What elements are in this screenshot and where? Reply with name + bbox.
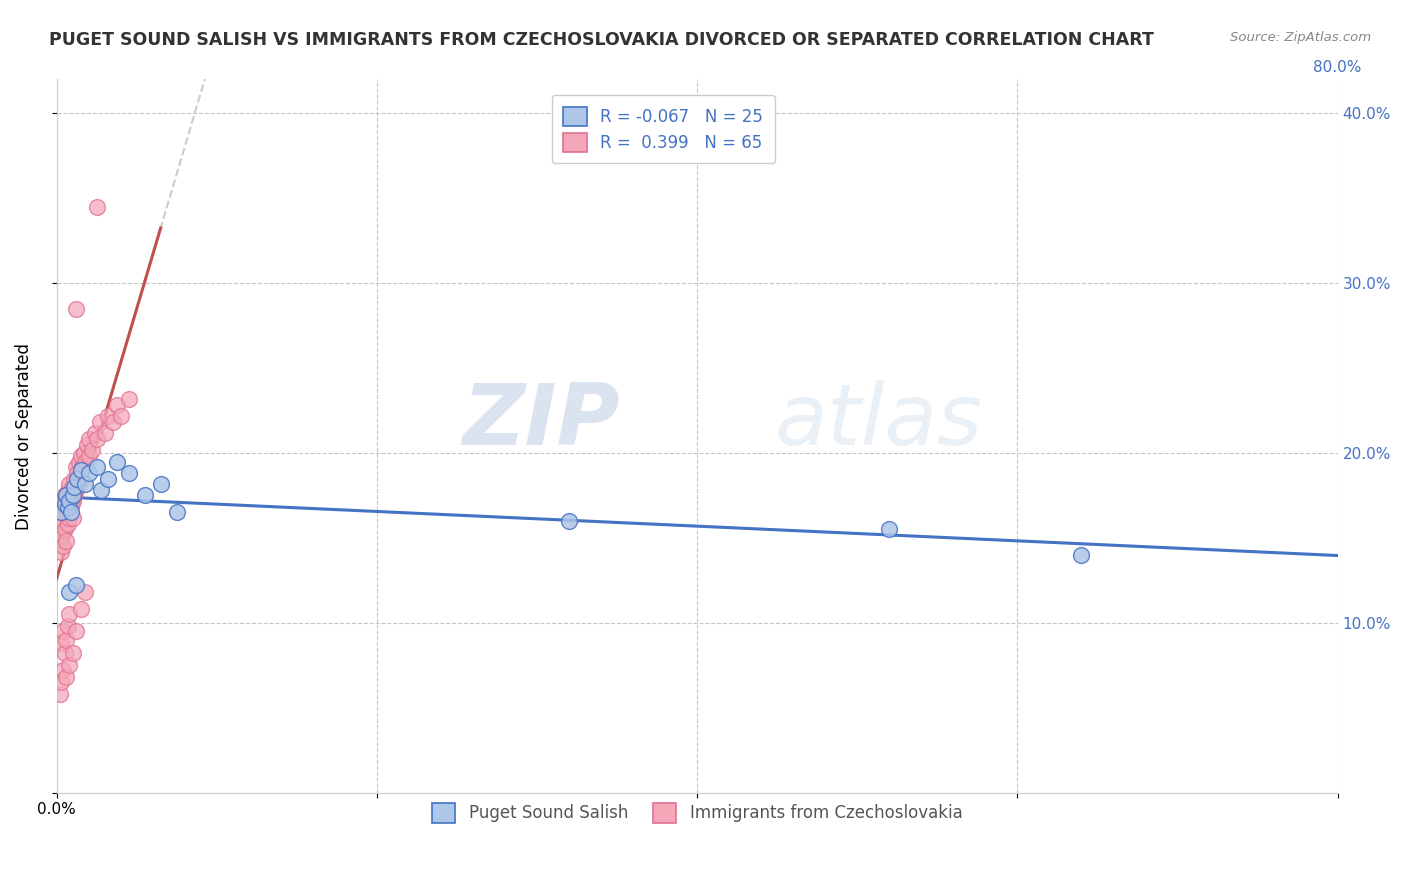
Point [67, 454, 90, 468]
Point [86, 459, 108, 474]
Point [53, 488, 76, 502]
Point [84, 425, 107, 440]
Point [52, 664, 75, 678]
Point [65, 301, 87, 316]
Point [62, 488, 84, 502]
Point [58, 607, 80, 622]
Point [66, 467, 89, 481]
Point [56, 483, 79, 498]
Point [62, 647, 84, 661]
Point [58, 510, 80, 524]
Point [51, 675, 73, 690]
Point [63, 471, 86, 485]
Point [118, 392, 141, 406]
Y-axis label: Divorced or Separated: Divorced or Separated [15, 343, 32, 530]
Point [55, 670, 77, 684]
Point [56, 517, 79, 532]
Point [65, 624, 87, 639]
Point [877, 523, 900, 537]
Point [63, 480, 86, 494]
Point [55, 534, 77, 549]
Point [51, 527, 73, 541]
Point [53, 647, 76, 661]
Point [51, 500, 73, 515]
Point [69, 450, 91, 464]
Point [51, 506, 73, 520]
Point [53, 497, 76, 511]
Text: Source: ZipAtlas.com: Source: ZipAtlas.com [1230, 31, 1371, 45]
Point [134, 488, 156, 502]
Point [60, 506, 83, 520]
Point [558, 514, 581, 528]
Point [1070, 548, 1092, 562]
Point [89, 416, 111, 430]
Point [60, 500, 83, 515]
Point [69, 471, 91, 485]
Point [56, 493, 79, 508]
Point [77, 450, 100, 464]
Point [63, 488, 86, 502]
Point [49, 534, 72, 549]
Point [55, 632, 77, 647]
Point [110, 409, 132, 423]
Point [51, 544, 73, 558]
Point [107, 454, 129, 468]
Point [58, 658, 80, 673]
Point [70, 459, 93, 474]
Point [65, 459, 87, 474]
Point [166, 506, 188, 520]
Point [49, 506, 72, 520]
Point [69, 602, 91, 616]
Text: ZIP: ZIP [463, 380, 620, 463]
Point [49, 517, 72, 532]
Text: PUGET SOUND SALISH VS IMMIGRANTS FROM CZECHOSLOVAKIA DIVORCED OR SEPARATED CORRE: PUGET SOUND SALISH VS IMMIGRANTS FROM CZ… [49, 31, 1154, 49]
Point [52, 540, 75, 554]
Point [53, 523, 76, 537]
Point [118, 467, 141, 481]
Point [97, 471, 120, 485]
Point [86, 433, 108, 447]
Point [90, 483, 112, 498]
Point [62, 493, 84, 508]
Point [107, 399, 129, 413]
Point [76, 437, 98, 451]
Point [77, 467, 100, 481]
Point [101, 416, 124, 430]
Point [65, 483, 87, 498]
Point [69, 463, 91, 477]
Point [75, 454, 97, 468]
Point [75, 585, 97, 599]
Point [52, 624, 75, 639]
Point [53, 506, 76, 520]
Point [52, 514, 75, 528]
Point [93, 425, 115, 440]
Point [46, 510, 69, 524]
Point [149, 476, 172, 491]
Point [75, 476, 97, 491]
Point [56, 619, 79, 633]
Point [62, 510, 84, 524]
Point [58, 488, 80, 502]
Point [52, 493, 75, 508]
Point [65, 578, 87, 592]
Point [60, 483, 83, 498]
Point [58, 476, 80, 491]
Point [97, 409, 120, 423]
Point [86, 200, 108, 214]
Point [51, 636, 73, 650]
Point [77, 433, 100, 447]
Point [49, 687, 72, 701]
Point [66, 471, 89, 485]
Point [73, 446, 96, 460]
Point [55, 488, 77, 502]
Point [58, 493, 80, 508]
Legend: Puget Sound Salish, Immigrants from Czechoslovakia: Puget Sound Salish, Immigrants from Czec… [420, 792, 974, 834]
Point [58, 585, 80, 599]
Point [56, 500, 79, 515]
Point [46, 523, 69, 537]
Point [55, 500, 77, 515]
Text: atlas: atlas [773, 380, 981, 463]
Point [80, 442, 103, 457]
